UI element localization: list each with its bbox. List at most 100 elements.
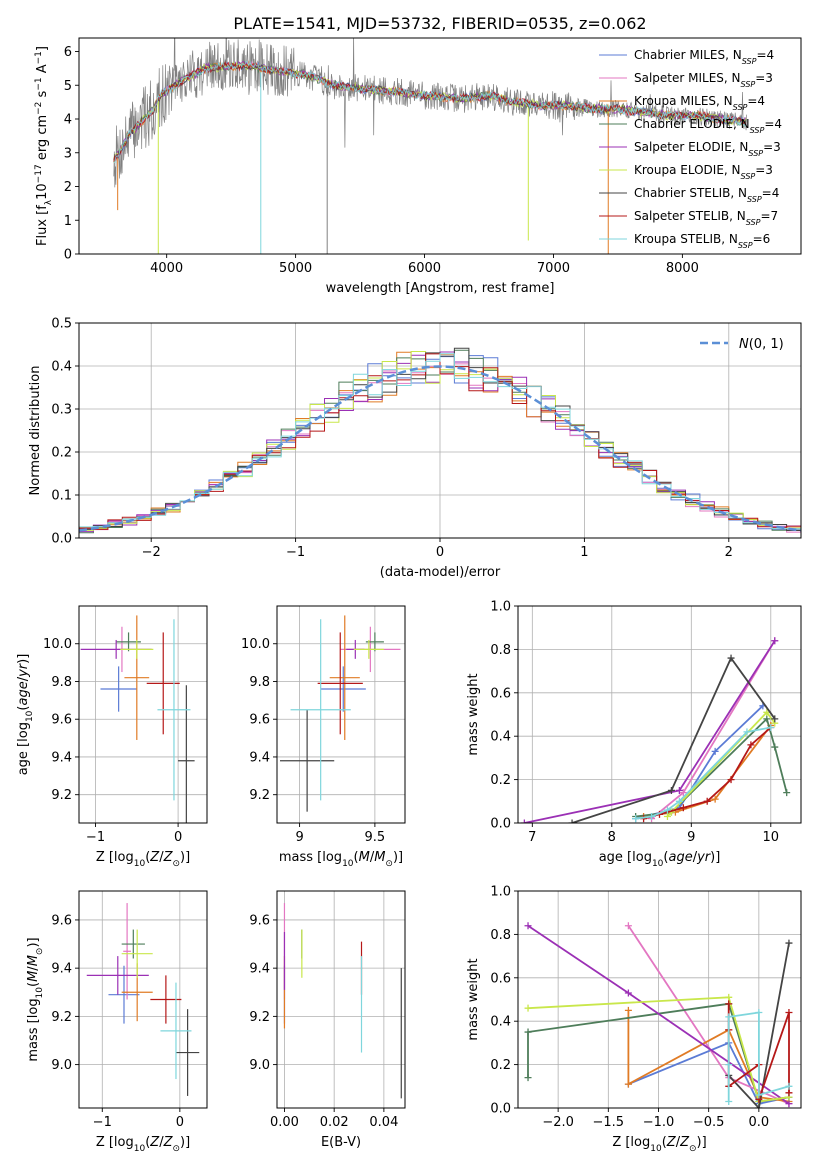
- label-part: (: [145, 1135, 150, 1150]
- legend-count: =4: [756, 48, 774, 62]
- weight-marker: [783, 789, 791, 797]
- x-tick-label: 1: [580, 545, 588, 560]
- weight-marker: [725, 1061, 733, 1069]
- y-tick-label: 0.3: [51, 403, 72, 418]
- y-tick-label: 0.1: [51, 489, 72, 504]
- weight-series-salpeter-elodie: [524, 922, 793, 1108]
- error-bar-chabrier-stelib: [280, 709, 335, 812]
- weight-marker: [785, 1009, 793, 1017]
- legend-text: Salpeter ELODIE, N: [634, 140, 748, 154]
- label-part: )]: [26, 937, 41, 947]
- label-part: age: [16, 681, 31, 705]
- weight-marker: [771, 637, 779, 645]
- x-axis-label: Z [log10(Z/Z⊙)]: [96, 1135, 190, 1154]
- legend-label: Chabrier STELIB, NSSP=4: [634, 186, 779, 204]
- y-tick-label: 9.0: [51, 1058, 72, 1073]
- y-tick-label: 0.4: [490, 730, 511, 745]
- weight-marker: [725, 1000, 733, 1008]
- error-bar-kroupa-elodie: [120, 639, 154, 659]
- weight-marker: [785, 1100, 793, 1108]
- label-part: A: [35, 64, 50, 77]
- x-axis-label: (data-model)/error: [380, 565, 501, 580]
- weight-marker: [747, 741, 755, 749]
- label-part: ⊙: [172, 1144, 180, 1154]
- error-bar-salpeter-miles: [123, 903, 131, 1000]
- label-part: )]: [710, 850, 720, 865]
- legend-label: Kroupa STELIB, NSSP=6: [634, 232, 770, 250]
- label-part: 10: [35, 987, 45, 999]
- weight-series-chabrier-stelib: [568, 654, 779, 823]
- legend-label: Chabrier ELODIE, NSSP=4: [634, 117, 782, 135]
- weight-marker: [725, 993, 733, 1001]
- label-part: Z [log: [612, 1135, 650, 1150]
- y-tick-label: 9.8: [51, 675, 72, 690]
- axes-frame: [517, 605, 802, 824]
- x-tick-label: 6000: [408, 261, 441, 276]
- x-tick-label: −1: [286, 545, 305, 560]
- plot-area-age-vs-mass: [280, 615, 401, 812]
- label-part: /: [159, 1135, 164, 1150]
- label-part: /: [16, 676, 31, 681]
- weight-marker: [755, 1091, 763, 1099]
- legend-subscript: SSP: [746, 218, 761, 227]
- label-part: 10: [342, 859, 354, 869]
- frame-residual-histogram: −2 −1 0 1 2 0.0 0.1 0.2 0.3 0.4 0.5 N(0, 1) (data-mo…: [28, 317, 802, 580]
- y-axis-label: mass weight: [466, 673, 481, 755]
- y-tick-label: 9.4: [249, 962, 270, 977]
- frame-massweight-vs-metallicity: −2.0 −1.5 −1.0 −0.5 0.0 0.0 0.2 0.4 0.6 0.8 1.0 Z […: [466, 885, 802, 1154]
- weight-marker: [675, 797, 683, 805]
- y-tick-label: 9.6: [51, 913, 72, 928]
- label-part: 10: [652, 859, 664, 869]
- histogram-step: [79, 353, 801, 530]
- legend-label: Kroupa ELODIE, NSSP=3: [634, 163, 773, 181]
- weight-marker: [785, 939, 793, 947]
- weight-marker: [663, 806, 671, 814]
- x-tick-label: 10: [763, 830, 780, 845]
- axes-massweight-vs-metallicity: [518, 890, 801, 1109]
- legend-text: Kroupa ELODIE, N: [634, 163, 741, 177]
- y-tick-label: 9.6: [249, 913, 270, 928]
- label-part: ⊙: [172, 859, 180, 869]
- weight-marker: [648, 812, 656, 820]
- y-tick-label: 9.4: [249, 750, 270, 765]
- histogram-legend: N(0, 1): [700, 337, 784, 352]
- axes-frame: [78, 37, 802, 255]
- weight-series-kroupa-stelib: [632, 724, 775, 823]
- label-part: )]: [180, 850, 190, 865]
- y-tick-label: 0.5: [51, 317, 72, 332]
- legend-subscript: SSP: [742, 57, 757, 66]
- y-tick-label: 1: [64, 214, 72, 229]
- label-part: (: [662, 1135, 667, 1150]
- weight-marker: [524, 922, 532, 930]
- axes-spectrum: [113, 38, 747, 254]
- label-part: age: [668, 850, 692, 865]
- label-part: ]: [35, 46, 50, 51]
- label-part: λ: [44, 199, 54, 205]
- y-tick-label: 0.0: [490, 1102, 511, 1117]
- legend-label: N(0, 1): [739, 337, 784, 352]
- plot-area-spectrum: [113, 38, 747, 254]
- weight-marker: [624, 1080, 632, 1088]
- label-part: −2: [34, 102, 44, 115]
- legend-subscript: SSP: [741, 80, 756, 89]
- legend-count: =4: [747, 94, 765, 108]
- label-part: Z: [163, 1135, 174, 1150]
- legend-text: Kroupa STELIB, N: [634, 232, 738, 246]
- weight-marker: [624, 1006, 632, 1014]
- error-bar-chabrier-miles: [100, 666, 137, 712]
- label-part: Z: [149, 1135, 160, 1150]
- axes-massweight-vs-age: [518, 605, 801, 824]
- label-part: ⊙: [689, 1144, 697, 1154]
- weight-marker: [711, 795, 719, 803]
- weight-marker: [727, 776, 735, 784]
- model-spectrum-line: [113, 60, 747, 163]
- y-tick-label: 0: [64, 248, 72, 263]
- y-tick-label: 6: [64, 45, 72, 60]
- label-part: 10: [25, 710, 35, 722]
- label-part: −1: [34, 77, 44, 90]
- weight-marker: [520, 819, 528, 823]
- legend-count: =4: [764, 117, 782, 131]
- plot-area-residual-histogram: [79, 347, 801, 534]
